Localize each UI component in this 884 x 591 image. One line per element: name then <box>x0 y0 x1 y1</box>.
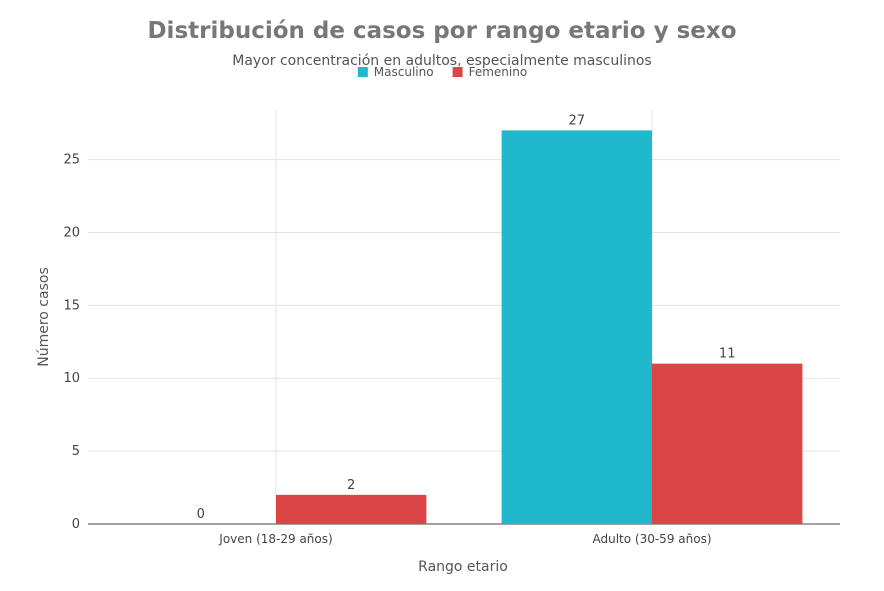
legend: Masculino Femenino <box>357 65 528 79</box>
legend-label: Femenino <box>469 65 528 79</box>
legend-label: Masculino <box>374 65 434 79</box>
y-tick-label: 25 <box>63 153 80 168</box>
y-tick-label: 20 <box>63 225 80 240</box>
y-tick-label: 0 <box>72 517 80 532</box>
chart-title: Distribución de casos por rango etario y… <box>147 18 736 44</box>
bar-femenino-2 <box>652 363 803 524</box>
legend-swatch-femenino <box>452 67 463 77</box>
x-tick-label: Joven (18-29 años) <box>218 532 332 546</box>
y-tick-label: 10 <box>63 371 80 386</box>
bars <box>276 130 803 524</box>
y-tick-label: 15 <box>63 298 80 313</box>
y-tick-label: 5 <box>72 444 80 459</box>
bar-masculino-2 <box>501 130 652 524</box>
data-label: 27 <box>569 113 586 128</box>
x-ticks: Joven (18-29 años) Adulto (30-59 años) <box>218 532 711 546</box>
chart-subtitle: Mayor concentración en adultos, especial… <box>232 53 651 69</box>
data-label: 0 <box>197 507 205 522</box>
y-axis-label: Número casos <box>36 267 52 367</box>
y-ticks: 0 5 10 15 20 25 <box>63 153 80 532</box>
data-label: 2 <box>347 478 355 493</box>
legend-swatch-masculino <box>357 67 368 77</box>
x-axis-label: Rango etario <box>418 559 508 575</box>
bar-femenino-1 <box>276 494 427 524</box>
data-label: 11 <box>719 347 736 362</box>
data-labels: 0 2 27 11 <box>197 113 736 522</box>
x-tick-label: Adulto (30-59 años) <box>592 532 711 546</box>
